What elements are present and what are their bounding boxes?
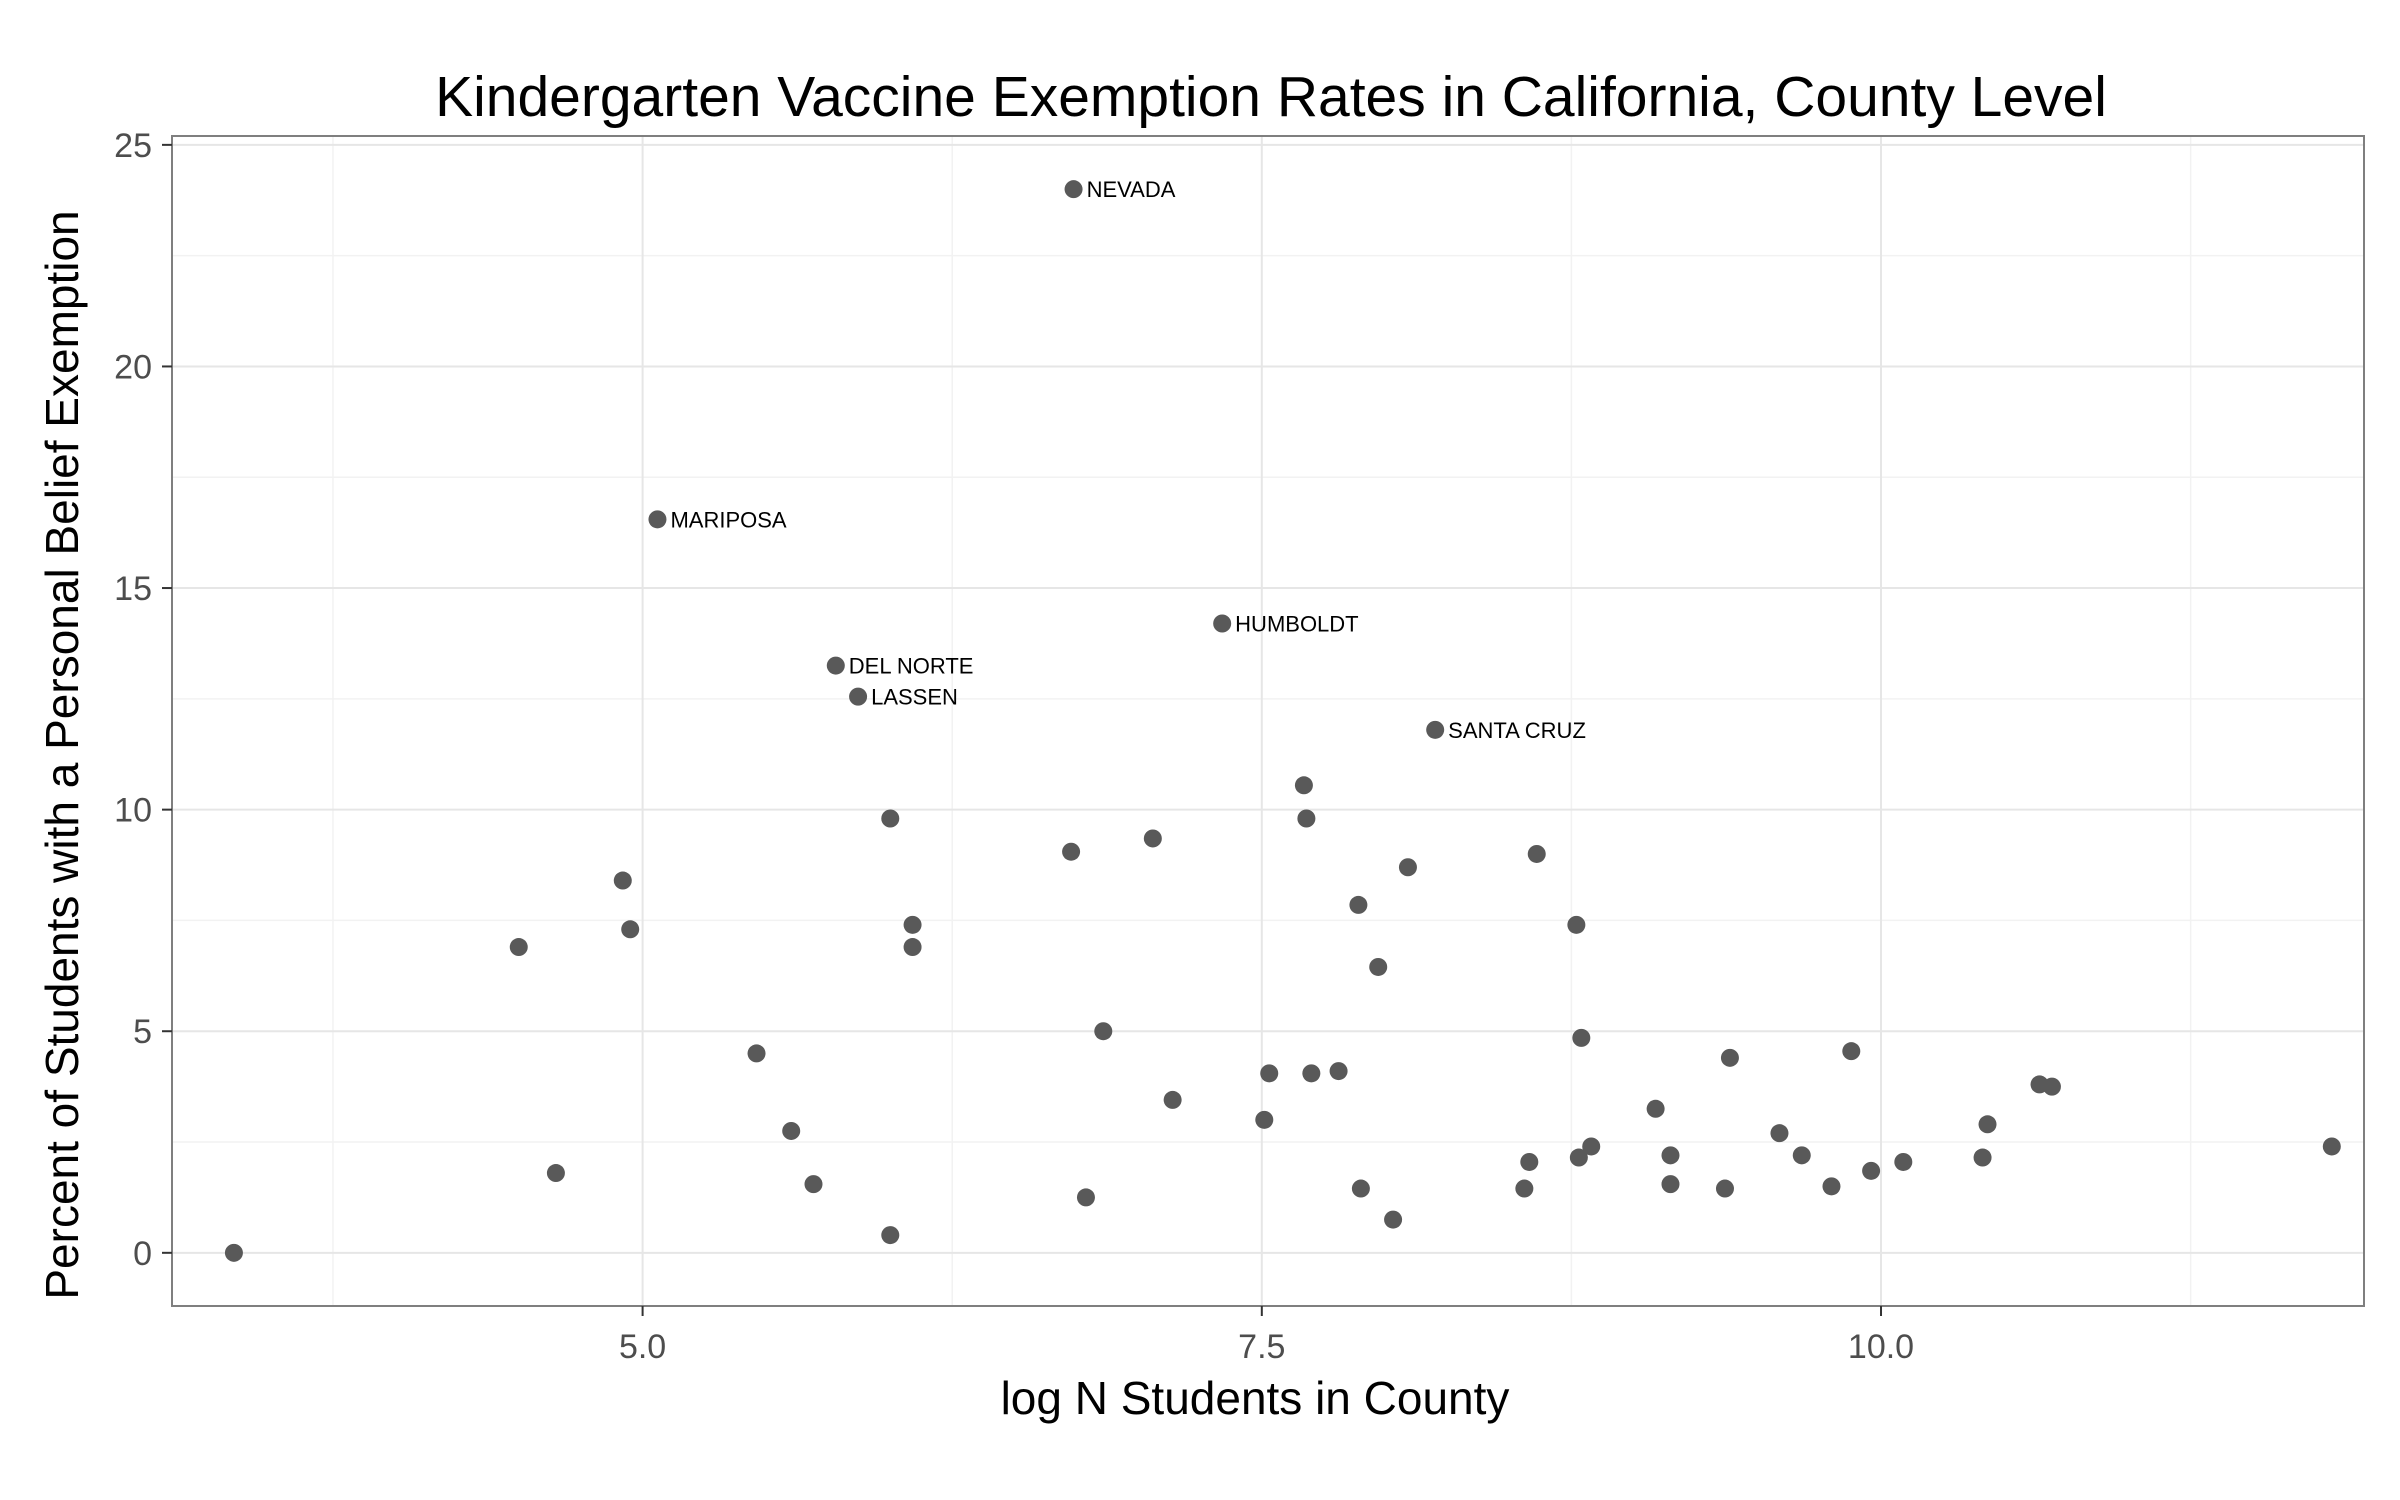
y-tick-label: 25: [114, 127, 152, 165]
grid-lines: [172, 136, 2364, 1306]
x-tick-label: 10.0: [1848, 1328, 1914, 1366]
data-point: [1076, 1188, 1095, 1207]
axes: 5.0 7.5 10.0 0 5 10 15 20 25: [114, 127, 2365, 1366]
data-point: [1527, 844, 1546, 863]
data-point: [1064, 180, 1083, 199]
data-point: [613, 871, 632, 890]
data-point: [1329, 1062, 1348, 1081]
data-point: [1384, 1210, 1403, 1229]
data-point: [1646, 1099, 1665, 1118]
data-point: [747, 1044, 766, 1063]
data-points: [224, 180, 2341, 1262]
point-label: SANTA CRUZ: [1448, 718, 1586, 743]
data-point: [826, 656, 845, 675]
data-point: [1792, 1146, 1811, 1165]
data-point: [881, 1226, 900, 1245]
data-point: [621, 920, 640, 939]
data-point: [849, 687, 868, 706]
y-axis-title: Percent of Students with a Personal Beli…: [36, 210, 88, 1299]
point-label: NEVADA: [1087, 177, 1176, 202]
data-point: [648, 510, 667, 529]
point-label: MARIPOSA: [670, 507, 786, 532]
data-point: [1661, 1175, 1680, 1194]
data-point: [1297, 809, 1316, 828]
data-point: [1349, 895, 1368, 914]
plot-border: [171, 135, 2365, 1307]
data-point: [1567, 915, 1586, 934]
data-point: [1255, 1110, 1274, 1129]
data-point: [1351, 1179, 1370, 1198]
data-point: [1515, 1179, 1534, 1198]
data-point: [1973, 1148, 1992, 1167]
data-point: [881, 809, 900, 828]
data-point: [1661, 1146, 1680, 1165]
point-label: LASSEN: [871, 685, 958, 710]
y-tick-label: 10: [114, 792, 152, 830]
y-tick-label: 0: [133, 1235, 152, 1273]
data-point: [1213, 614, 1232, 633]
x-tick-label: 5.0: [619, 1328, 666, 1366]
data-point: [1163, 1090, 1182, 1109]
y-tick-label: 5: [133, 1013, 152, 1051]
data-point: [1862, 1161, 1881, 1180]
x-axis-title: log N Students in County: [1001, 1372, 1510, 1424]
data-point: [782, 1121, 801, 1140]
point-label: HUMBOLDT: [1235, 612, 1358, 637]
plot-panel: [172, 136, 2364, 1306]
data-point: [1426, 720, 1445, 739]
chart-title: Kindergarten Vaccine Exemption Rates in …: [435, 65, 2107, 129]
data-point: [1398, 858, 1417, 877]
data-point: [1978, 1115, 1997, 1134]
data-point: [903, 915, 922, 934]
data-point: [2322, 1137, 2341, 1156]
data-point: [1572, 1028, 1591, 1047]
data-point: [1520, 1152, 1539, 1171]
data-point: [804, 1175, 823, 1194]
data-point: [903, 938, 922, 957]
data-point: [2042, 1077, 2061, 1096]
plot-area: [172, 136, 2364, 1306]
point-labels: MARIPOSA DEL NORTE LASSEN NEVADA HUMBOLDT SAN…: [670, 177, 1585, 743]
data-point: [1842, 1042, 1861, 1061]
data-point: [1062, 842, 1081, 861]
data-point: [1143, 829, 1162, 848]
data-point: [1715, 1179, 1734, 1198]
x-tick-label: 7.5: [1238, 1328, 1285, 1366]
y-tick-label: 20: [114, 348, 152, 386]
data-point: [1822, 1177, 1841, 1196]
data-point: [1294, 776, 1313, 795]
data-point: [1369, 957, 1388, 976]
data-point: [509, 938, 528, 957]
data-point: [1770, 1124, 1789, 1143]
point-label: DEL NORTE: [849, 654, 974, 679]
data-point: [1302, 1064, 1321, 1083]
data-point: [1260, 1064, 1279, 1083]
data-point: [1569, 1148, 1588, 1167]
y-tick-label: 15: [114, 570, 152, 608]
data-point: [546, 1164, 565, 1183]
data-point: [1894, 1152, 1913, 1171]
data-point: [1582, 1137, 1601, 1156]
data-point: [1094, 1022, 1113, 1041]
data-point: [1720, 1048, 1739, 1067]
data-point: [224, 1243, 243, 1262]
